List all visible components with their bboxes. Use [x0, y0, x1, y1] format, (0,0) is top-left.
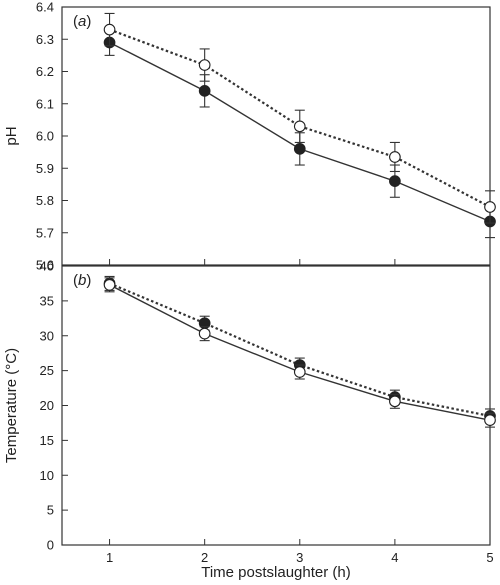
- y-tick-label: 6.0: [36, 129, 54, 144]
- panel-label-part: (: [73, 272, 78, 289]
- data-point-open: [484, 414, 496, 426]
- panel-label-part: (: [73, 13, 78, 30]
- x-tick-label: 5: [486, 550, 493, 565]
- y-axis-title: Temperature (°C): [3, 348, 20, 463]
- y-tick-label: 6.4: [36, 0, 54, 15]
- panel-label-part: ): [86, 13, 91, 30]
- y-tick-label: 5.6: [36, 258, 54, 273]
- data-point-open: [484, 201, 496, 213]
- y-axis-title: pH: [3, 126, 20, 145]
- data-point-open: [103, 23, 116, 36]
- panel-frame: [61, 6, 491, 266]
- y-tick-label: 15: [40, 433, 54, 448]
- data-point-open: [198, 327, 211, 340]
- y-tick-label: 35: [40, 293, 54, 308]
- y-tick-label: 40: [40, 259, 54, 274]
- series-line: [109, 282, 491, 418]
- y-tick-label: 6.1: [36, 96, 54, 111]
- data-point-filled: [293, 143, 306, 155]
- y-tick-label: 30: [40, 328, 54, 343]
- y-tick-label: 5: [47, 503, 54, 518]
- data-point-filled: [198, 84, 211, 97]
- x-tick-label: 1: [106, 550, 113, 565]
- y-tick-label: 0: [47, 538, 54, 553]
- panel-label: (b): [73, 272, 91, 289]
- data-point-open: [293, 120, 306, 133]
- panel-label-part: b: [78, 272, 86, 289]
- series-line: [109, 284, 491, 421]
- data-point-open: [103, 278, 116, 291]
- y-tick-label: 6.2: [36, 64, 54, 79]
- data-point-open: [293, 366, 306, 378]
- y-tick-label: 20: [40, 398, 54, 413]
- y-tick-label: 6.3: [36, 32, 54, 47]
- data-point-open: [389, 395, 401, 408]
- panel-label-part: a: [78, 13, 86, 30]
- data-point-open: [389, 151, 401, 163]
- y-tick-label: 25: [40, 363, 54, 378]
- y-tick-label: 5.9: [36, 161, 54, 176]
- x-tick-label: 2: [201, 550, 208, 565]
- y-tick-label: 5.7: [36, 225, 54, 240]
- panel-label: (a): [73, 13, 91, 30]
- x-tick-label: 3: [296, 550, 303, 565]
- y-tick-label: 10: [40, 468, 54, 483]
- series-line: [109, 28, 491, 208]
- panel-label-part: ): [86, 272, 91, 289]
- panel-frame: [61, 265, 491, 546]
- x-tick-label: 4: [391, 550, 398, 565]
- data-point-open: [198, 59, 211, 71]
- data-point-filled: [389, 175, 401, 187]
- x-axis-title: Time postslaughter (h): [201, 564, 351, 581]
- y-tick-label: 5.8: [36, 193, 54, 208]
